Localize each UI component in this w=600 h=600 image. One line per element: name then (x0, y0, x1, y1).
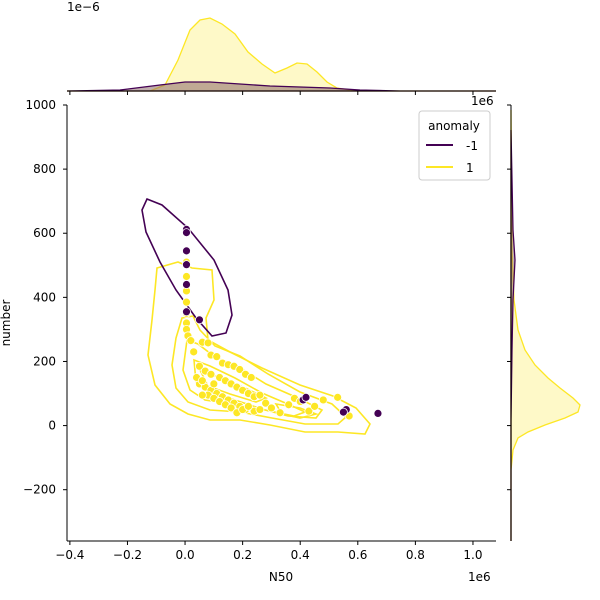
data-point-anomaly-pos (235, 365, 245, 374)
data-point-anomaly-pos (182, 297, 191, 307)
x-offset-label: 1e6 (468, 570, 491, 584)
legend-title: anomaly (428, 119, 480, 133)
data-point-anomaly-pos (243, 401, 253, 411)
x-tick-label: 0.4 (291, 548, 310, 562)
data-point-anomaly-pos (261, 398, 271, 408)
y-tick-label: 200 (33, 354, 56, 368)
main-plot: −0.4 −0.2 0.0 0.2 0.4 0.6 0.8 1.0 −200 0 200 400 60… (0, 91, 511, 584)
data-point-anomaly-pos (246, 373, 256, 382)
x-tick-label: 1.0 (463, 548, 482, 562)
y-tick-label: 800 (33, 162, 56, 176)
y-axis-label: number (0, 300, 13, 347)
right-marginal-offset-label: 1e6 (471, 94, 494, 108)
x-tick-label: 0.6 (348, 548, 367, 562)
data-point-anomaly-neg (373, 409, 383, 418)
data-point-anomaly-pos (203, 338, 213, 348)
y-tick-label: 400 (33, 290, 56, 304)
data-point-anomaly-pos (186, 336, 196, 346)
data-point-anomaly-pos (195, 361, 204, 371)
data-point-anomaly-pos (209, 379, 219, 389)
data-point-anomaly-pos (275, 408, 285, 418)
data-point-anomaly-neg (195, 315, 204, 325)
data-point-anomaly-neg (182, 246, 191, 256)
x-tick-label: 0.2 (233, 548, 252, 562)
data-point-anomaly-pos (212, 352, 222, 362)
right-marginal: 1e6 (471, 94, 581, 541)
data-point-anomaly-pos (189, 347, 199, 357)
data-point-anomaly-neg (301, 392, 311, 402)
data-point-anomaly-pos (318, 395, 328, 405)
x-tick-label: 0.0 (176, 548, 195, 562)
y-tick-label: 0 (48, 419, 56, 433)
x-tick-label: 0.8 (406, 548, 425, 562)
top-marginal-offset-label: 1e−6 (67, 0, 100, 14)
scatter-points (182, 224, 383, 421)
legend: anomaly -1 1 (418, 110, 491, 181)
data-point-anomaly-pos (267, 403, 276, 413)
legend-label-neg: -1 (466, 139, 478, 153)
data-point-anomaly-neg (182, 280, 191, 289)
top-marginal: 1e−6 (66, 0, 496, 92)
data-point-anomaly-pos (284, 400, 294, 410)
top-marginal-pos-fill (67, 17, 496, 92)
data-point-anomaly-neg (182, 228, 191, 237)
data-point-anomaly-neg (339, 407, 348, 417)
legend-label-pos: 1 (466, 161, 474, 175)
y-tick-label: 1000 (25, 98, 56, 112)
right-marginal-pos-fill (510, 109, 581, 541)
y-tick-label: 600 (33, 226, 56, 240)
data-point-anomaly-pos (255, 405, 265, 414)
x-tick-label: −0.4 (55, 548, 84, 562)
kde-contour-pos-outer (147, 261, 371, 435)
data-point-anomaly-pos (333, 392, 343, 402)
data-point-anomaly-pos (310, 401, 320, 411)
data-point-anomaly-pos (197, 376, 207, 386)
data-point-anomaly-pos (182, 272, 191, 281)
kde-contour-pos-2 (171, 315, 348, 425)
x-ticks: −0.4 −0.2 0.0 0.2 0.4 0.6 0.8 1.0 (55, 91, 483, 562)
legend-box (418, 110, 491, 181)
x-axis-label: N50 (269, 570, 293, 584)
data-point-anomaly-pos (255, 390, 265, 400)
data-point-anomaly-neg (182, 260, 191, 270)
kde-contour-neg (141, 197, 233, 337)
x-tick-label: −0.2 (113, 548, 142, 562)
y-tick-label: −200 (23, 483, 56, 497)
data-point-anomaly-pos (226, 403, 236, 413)
y-ticks: −200 0 200 400 600 800 1000 (23, 98, 511, 497)
data-point-anomaly-pos (197, 390, 207, 400)
data-point-anomaly-pos (206, 369, 216, 379)
data-point-anomaly-pos (304, 406, 314, 416)
data-point-anomaly-neg (182, 307, 191, 317)
